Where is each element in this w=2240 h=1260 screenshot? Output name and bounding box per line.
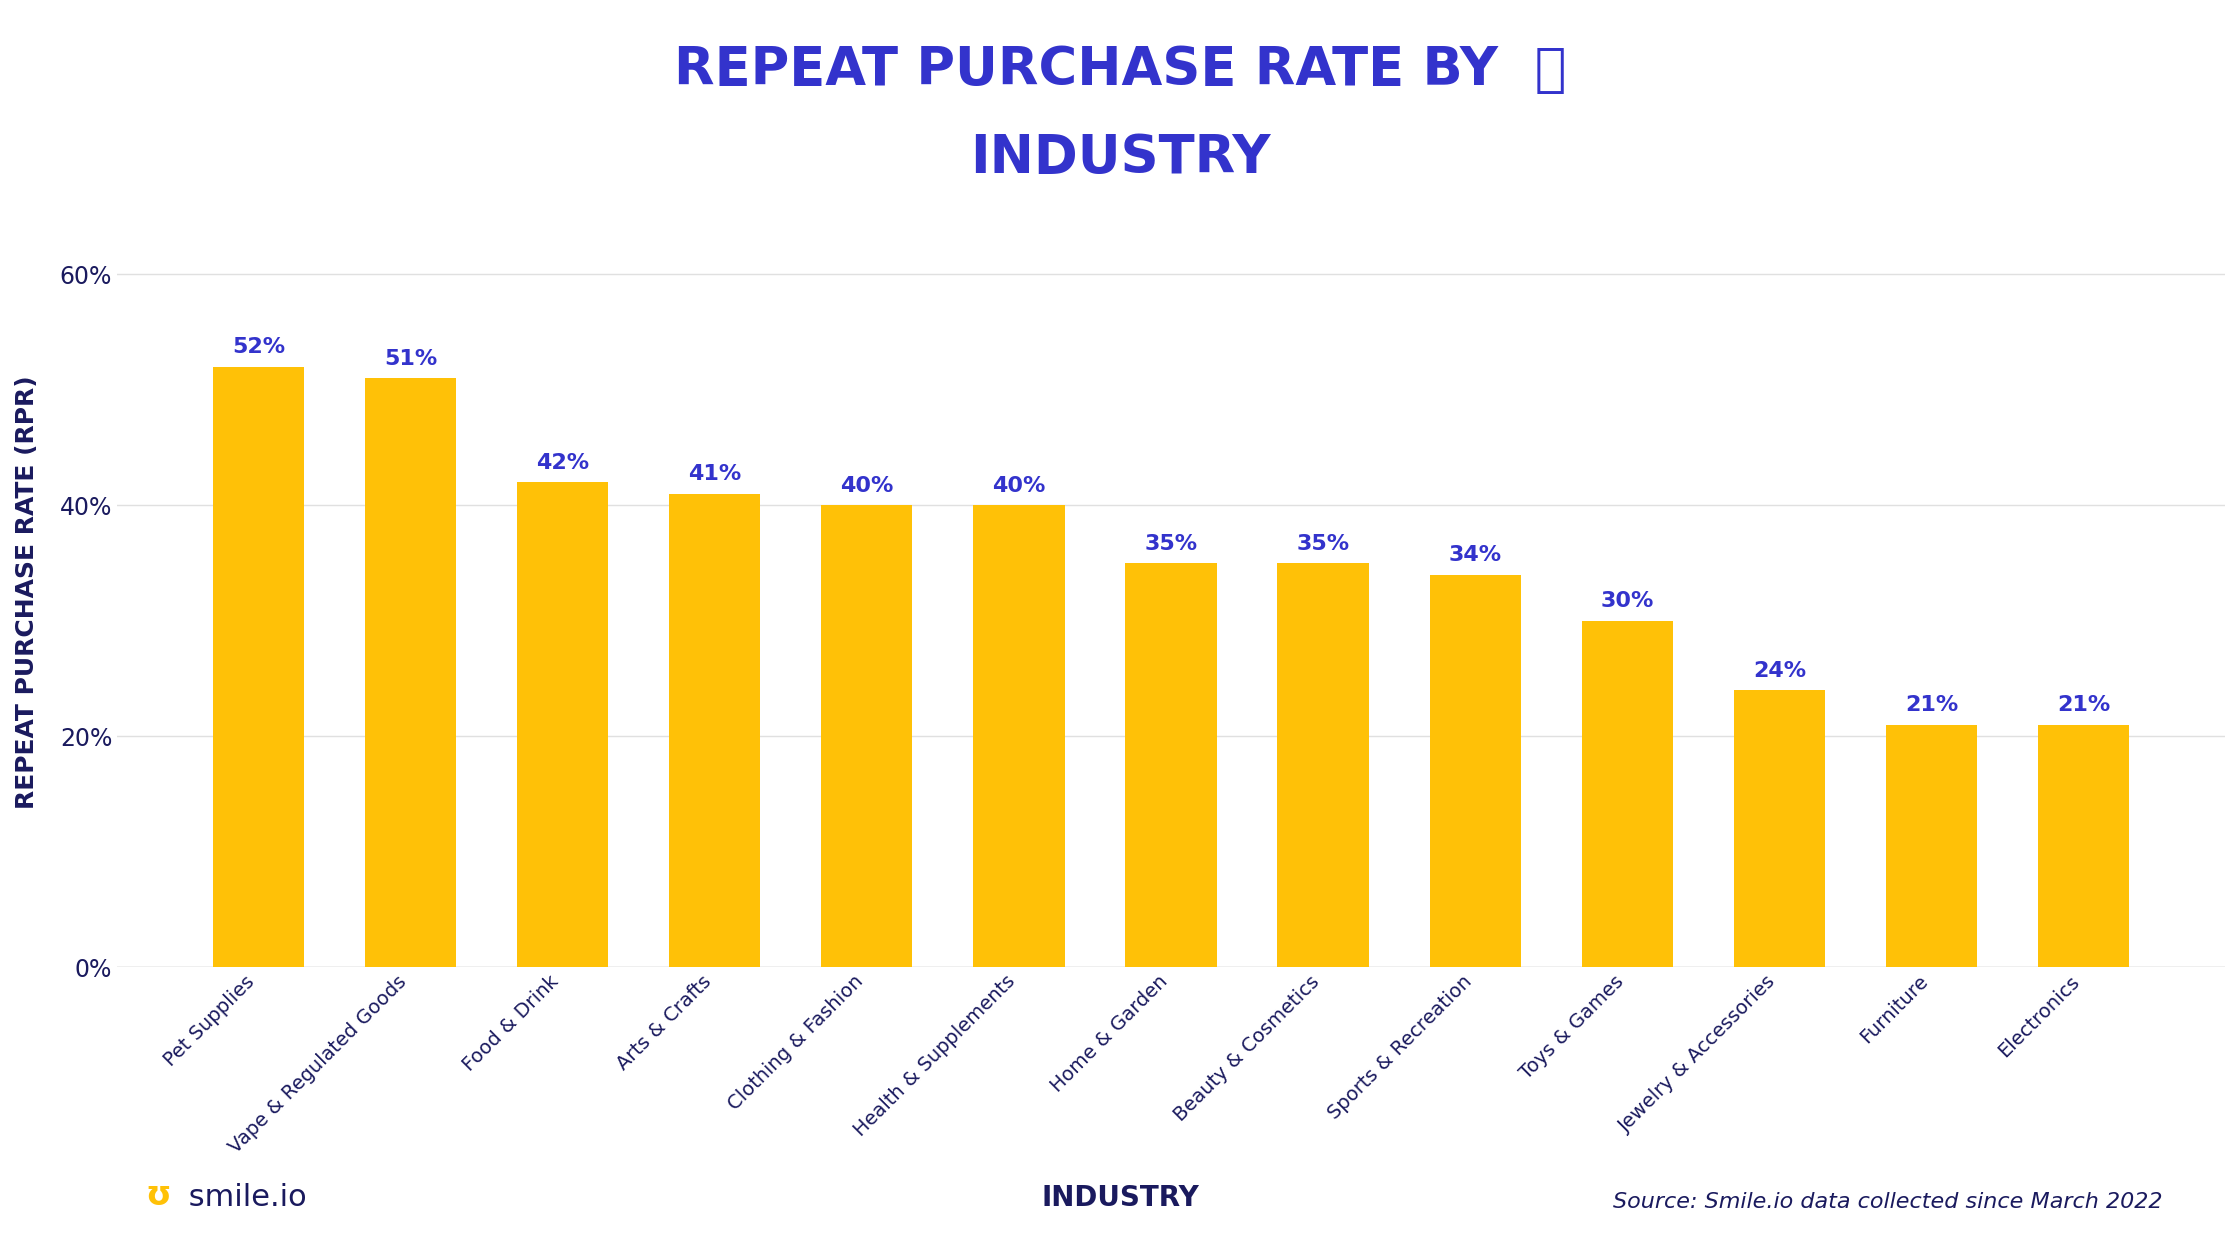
Bar [670, 494, 759, 968]
Text: INDUSTRY: INDUSTRY [1042, 1184, 1198, 1212]
Bar [1277, 563, 1369, 968]
Text: 24%: 24% [1754, 660, 1805, 680]
Text: 52%: 52% [233, 338, 284, 358]
Bar [822, 505, 912, 968]
Text: 40%: 40% [992, 476, 1046, 496]
Text: REPEAT PURCHASE RATE BY  🛒: REPEAT PURCHASE RATE BY 🛒 [674, 44, 1566, 96]
Bar [1124, 563, 1216, 968]
Text: 35%: 35% [1297, 534, 1351, 553]
Text: 41%: 41% [688, 465, 741, 485]
Text: INDUSTRY: INDUSTRY [970, 132, 1270, 184]
Text: 21%: 21% [1904, 696, 1958, 716]
Text: 30%: 30% [1602, 591, 1653, 611]
Bar [365, 378, 457, 968]
Bar [2038, 724, 2130, 968]
Bar [517, 483, 609, 968]
Bar [1886, 724, 1978, 968]
Text: 51%: 51% [383, 349, 437, 369]
Bar [974, 505, 1064, 968]
Text: 21%: 21% [2056, 696, 2110, 716]
Bar [1581, 621, 1673, 968]
Text: 34%: 34% [1449, 546, 1501, 566]
Text: 40%: 40% [840, 476, 894, 496]
Text: 35%: 35% [1145, 534, 1198, 553]
Bar [1734, 690, 1826, 968]
Text: 42%: 42% [535, 452, 589, 472]
Text: ʊ: ʊ [146, 1179, 170, 1212]
Text: smile.io: smile.io [179, 1183, 307, 1212]
Text: Source: Smile.io data collected since March 2022: Source: Smile.io data collected since Ma… [1613, 1192, 2162, 1212]
Bar [213, 367, 305, 968]
Bar [1429, 575, 1521, 968]
Y-axis label: REPEAT PURCHASE RATE (RPR): REPEAT PURCHASE RATE (RPR) [16, 375, 38, 809]
